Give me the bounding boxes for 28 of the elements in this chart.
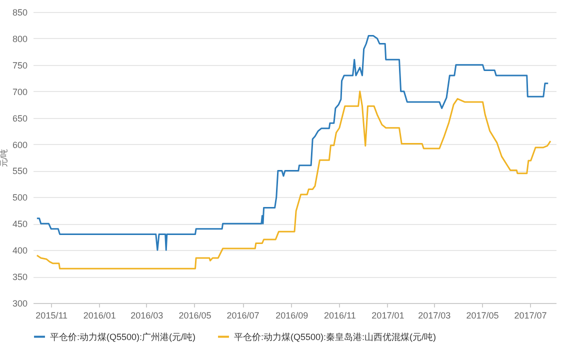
y-tick-label: 450	[12, 219, 28, 230]
x-tick-label: 2017/07	[514, 310, 547, 320]
x-tick-label: 2016/03	[130, 310, 164, 320]
line-series	[36, 90, 552, 270]
y-tick-label: 350	[12, 272, 28, 282]
x-tick-label: 2016/07	[226, 310, 260, 320]
x-tick-label: 2017/05	[466, 310, 499, 320]
x-tick-label: 2016/05	[178, 310, 212, 320]
y-tick-label: 800	[12, 34, 28, 44]
y-axis-title: 元/吨	[0, 148, 8, 168]
x-tick-label: 2017/01	[372, 310, 404, 320]
y-tick-label: 300	[12, 298, 28, 308]
y-tick-label: 750	[12, 60, 28, 70]
x-tick-label: 2016/11	[324, 310, 356, 320]
x-tick-label: 2016/09	[276, 310, 308, 320]
y-tick-label: 500	[12, 192, 28, 203]
y-tick-label: 650	[12, 113, 28, 124]
x-tick-label: 2017/03	[418, 310, 451, 320]
legend-label: 平仓价:动力煤(Q5500):秦皇岛港:山西优混煤(元/吨)	[234, 332, 436, 342]
y-tick-label: 550	[12, 166, 28, 176]
y-tick-label: 600	[12, 140, 28, 150]
line-series	[36, 35, 549, 251]
y-tick-label: 400	[12, 246, 28, 256]
y-tick-label: 850	[12, 8, 28, 18]
y-tick-label: 700	[12, 86, 28, 97]
legend-label: 平仓价:动力煤(Q5500):广州港(元/吨)	[50, 332, 196, 342]
x-tick-label: 2015/11	[36, 310, 68, 320]
x-tick-label: 2016/01	[83, 310, 116, 320]
